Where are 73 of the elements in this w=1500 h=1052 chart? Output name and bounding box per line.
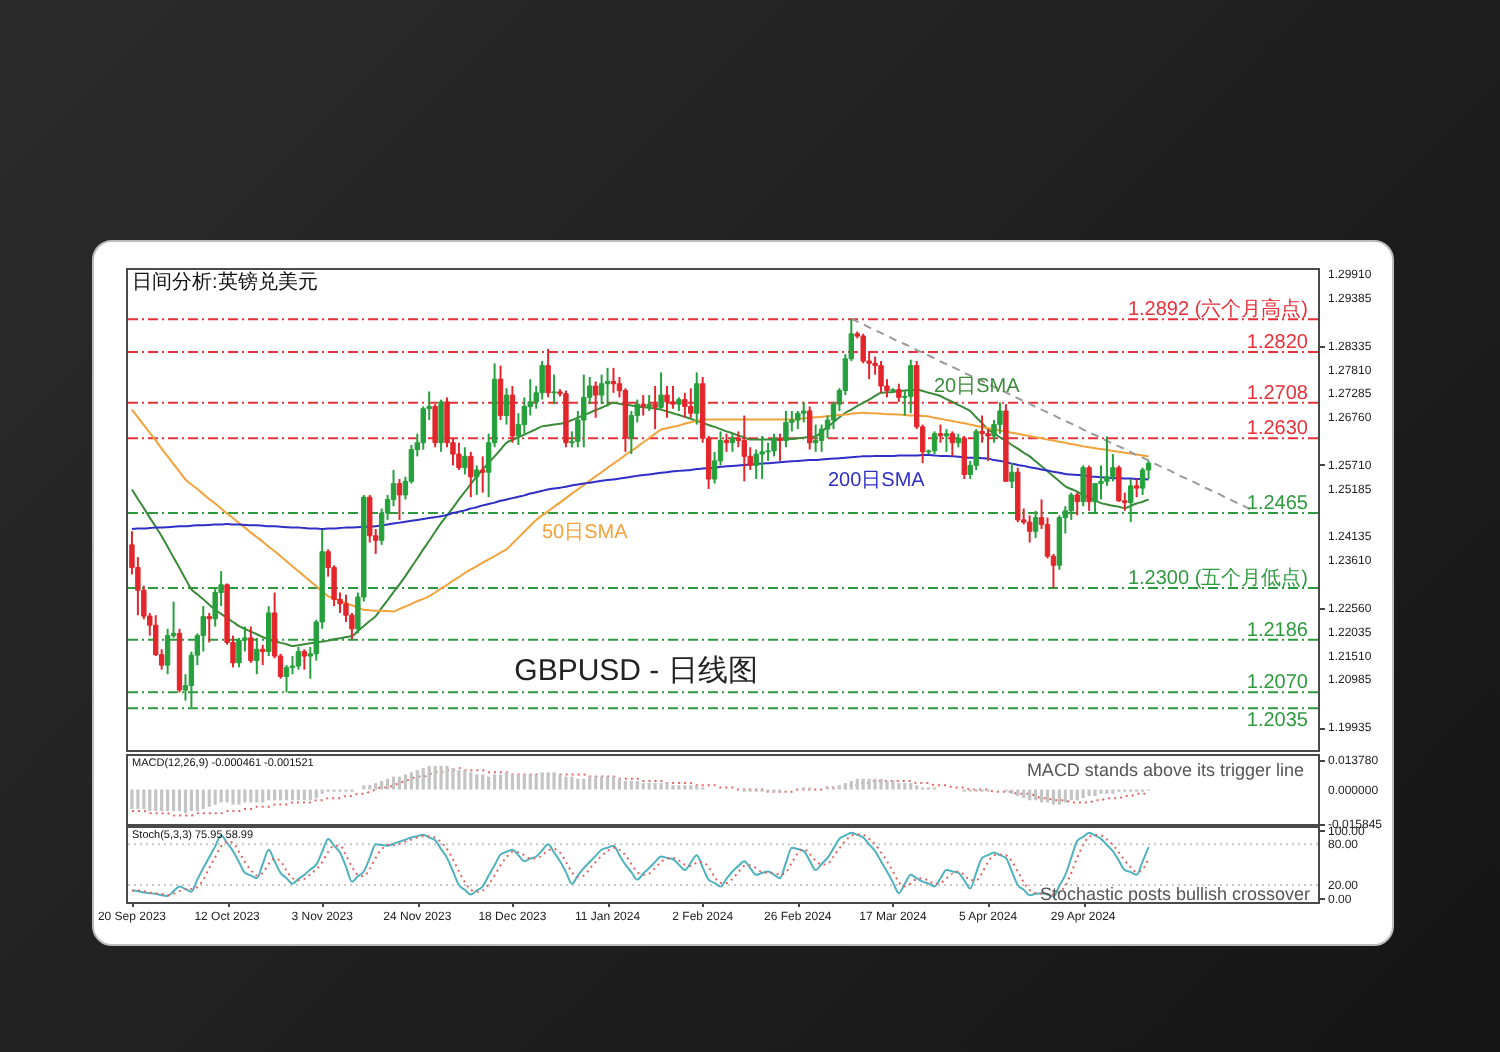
candlestick [1009, 462, 1015, 490]
candlestick [1086, 464, 1092, 512]
candlestick [949, 430, 956, 458]
candlestick [295, 645, 302, 671]
candlestick [1139, 466, 1146, 496]
candlestick [640, 394, 646, 417]
candlestick [545, 347, 551, 399]
candlestick [1074, 491, 1080, 517]
ref-line-label: 1.2465 [1246, 493, 1309, 516]
candlestick [592, 380, 599, 419]
ref-line-label: 1.2035 [1246, 710, 1309, 733]
ref-line-label: 1.2820 [1246, 331, 1309, 354]
annotation: GBPUSD - 日线图 [514, 654, 758, 688]
ref-line-label: 1.2708 [1246, 382, 1309, 405]
candlestick [688, 387, 694, 419]
candlestick [741, 414, 747, 483]
candlestick [973, 428, 979, 471]
candlestick [474, 464, 480, 496]
candlestick [260, 643, 266, 667]
candlestick [997, 401, 1003, 435]
candlestick [1015, 466, 1021, 524]
candlestick [503, 387, 510, 426]
annotation: Stochastic posts bullish crossover [1039, 884, 1310, 904]
candlestick [551, 373, 557, 406]
candlestick [206, 611, 212, 644]
series-label: 20日SMA [934, 376, 1021, 398]
candlestick [598, 373, 605, 406]
candlestick [462, 446, 468, 476]
candlestick [396, 478, 403, 521]
annotation: MACD stands above its trigger line [1026, 760, 1304, 780]
candlestick [795, 409, 801, 431]
candlestick [801, 400, 807, 424]
candlestick [818, 423, 825, 453]
candlestick [652, 385, 658, 431]
candlestick [1080, 464, 1086, 508]
candlestick [480, 455, 486, 494]
series-label: 50日SMA [542, 522, 629, 544]
chart-title: 日间分析:英镑兑美元 [132, 270, 318, 294]
candlestick [961, 434, 967, 481]
candlestick [682, 391, 688, 419]
candlestick [783, 409, 789, 449]
candlestick [759, 434, 765, 481]
candlestick [497, 364, 504, 422]
candlestick [432, 403, 438, 449]
candlestick [896, 382, 902, 403]
ref-line-label: 1.2186 [1246, 619, 1309, 642]
candlestick [456, 441, 462, 471]
candlestick [937, 423, 944, 444]
candlestick [1116, 464, 1122, 503]
candlestick [301, 648, 308, 671]
candlestick [1026, 514, 1033, 544]
candlestick [908, 358, 914, 415]
candlestick [248, 625, 254, 664]
series-label: 200日SMA [828, 470, 926, 492]
ref-line-label: 1.2892 (六个月高点) [1127, 297, 1308, 322]
candlestick [670, 385, 676, 410]
ref-line-label: 1.2630 [1246, 418, 1309, 441]
candlestick [539, 360, 545, 401]
candlestick [943, 428, 950, 453]
candlestick [694, 371, 700, 426]
candlestick [581, 373, 587, 449]
candlestick [438, 398, 444, 453]
ref-line-label: 1.2070 [1246, 672, 1309, 695]
candlestick [664, 385, 670, 419]
candlestick [658, 371, 664, 410]
candlestick [806, 405, 813, 451]
candlestick [931, 430, 938, 456]
candlestick [777, 432, 783, 462]
candlestick [878, 360, 884, 394]
candlestick [771, 432, 777, 458]
candlestick [468, 450, 474, 499]
candlestick [1133, 478, 1140, 499]
candlestick [509, 385, 516, 444]
